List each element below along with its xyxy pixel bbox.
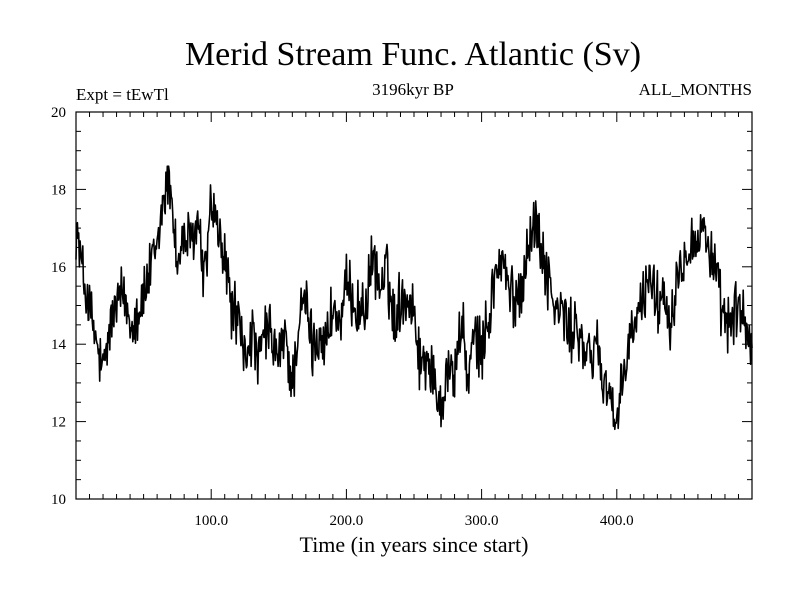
series-line (75, 165, 753, 431)
x-axis-label: Time (in years since start) (300, 532, 529, 557)
chart-subtitle-left: Expt = tEwTl (76, 85, 169, 104)
y-tick-label: 16 (51, 260, 67, 276)
x-tick-label: 400.0 (600, 513, 634, 529)
x-tick-label: 100.0 (194, 513, 228, 529)
y-tick-label: 12 (51, 415, 66, 431)
y-tick-label: 20 (51, 105, 66, 121)
x-axis: 100.0 200.0 300.0 400.0 (89, 112, 739, 529)
chart-subtitle-right: ALL_MONTHS (639, 80, 752, 99)
y-axis: 10 12 14 16 18 20 (51, 105, 752, 508)
x-tick-label: 200.0 (330, 513, 364, 529)
chart-subtitle-center: 3196kyr BP (372, 80, 454, 99)
y-tick-label: 14 (51, 337, 67, 353)
x-tick-label: 300.0 (465, 513, 499, 529)
plot-frame (75, 111, 753, 500)
y-tick-label: 18 (51, 182, 66, 198)
y-tick-label: 10 (51, 492, 66, 508)
chart-title: Merid Stream Func. Atlantic (Sv) (185, 36, 641, 73)
